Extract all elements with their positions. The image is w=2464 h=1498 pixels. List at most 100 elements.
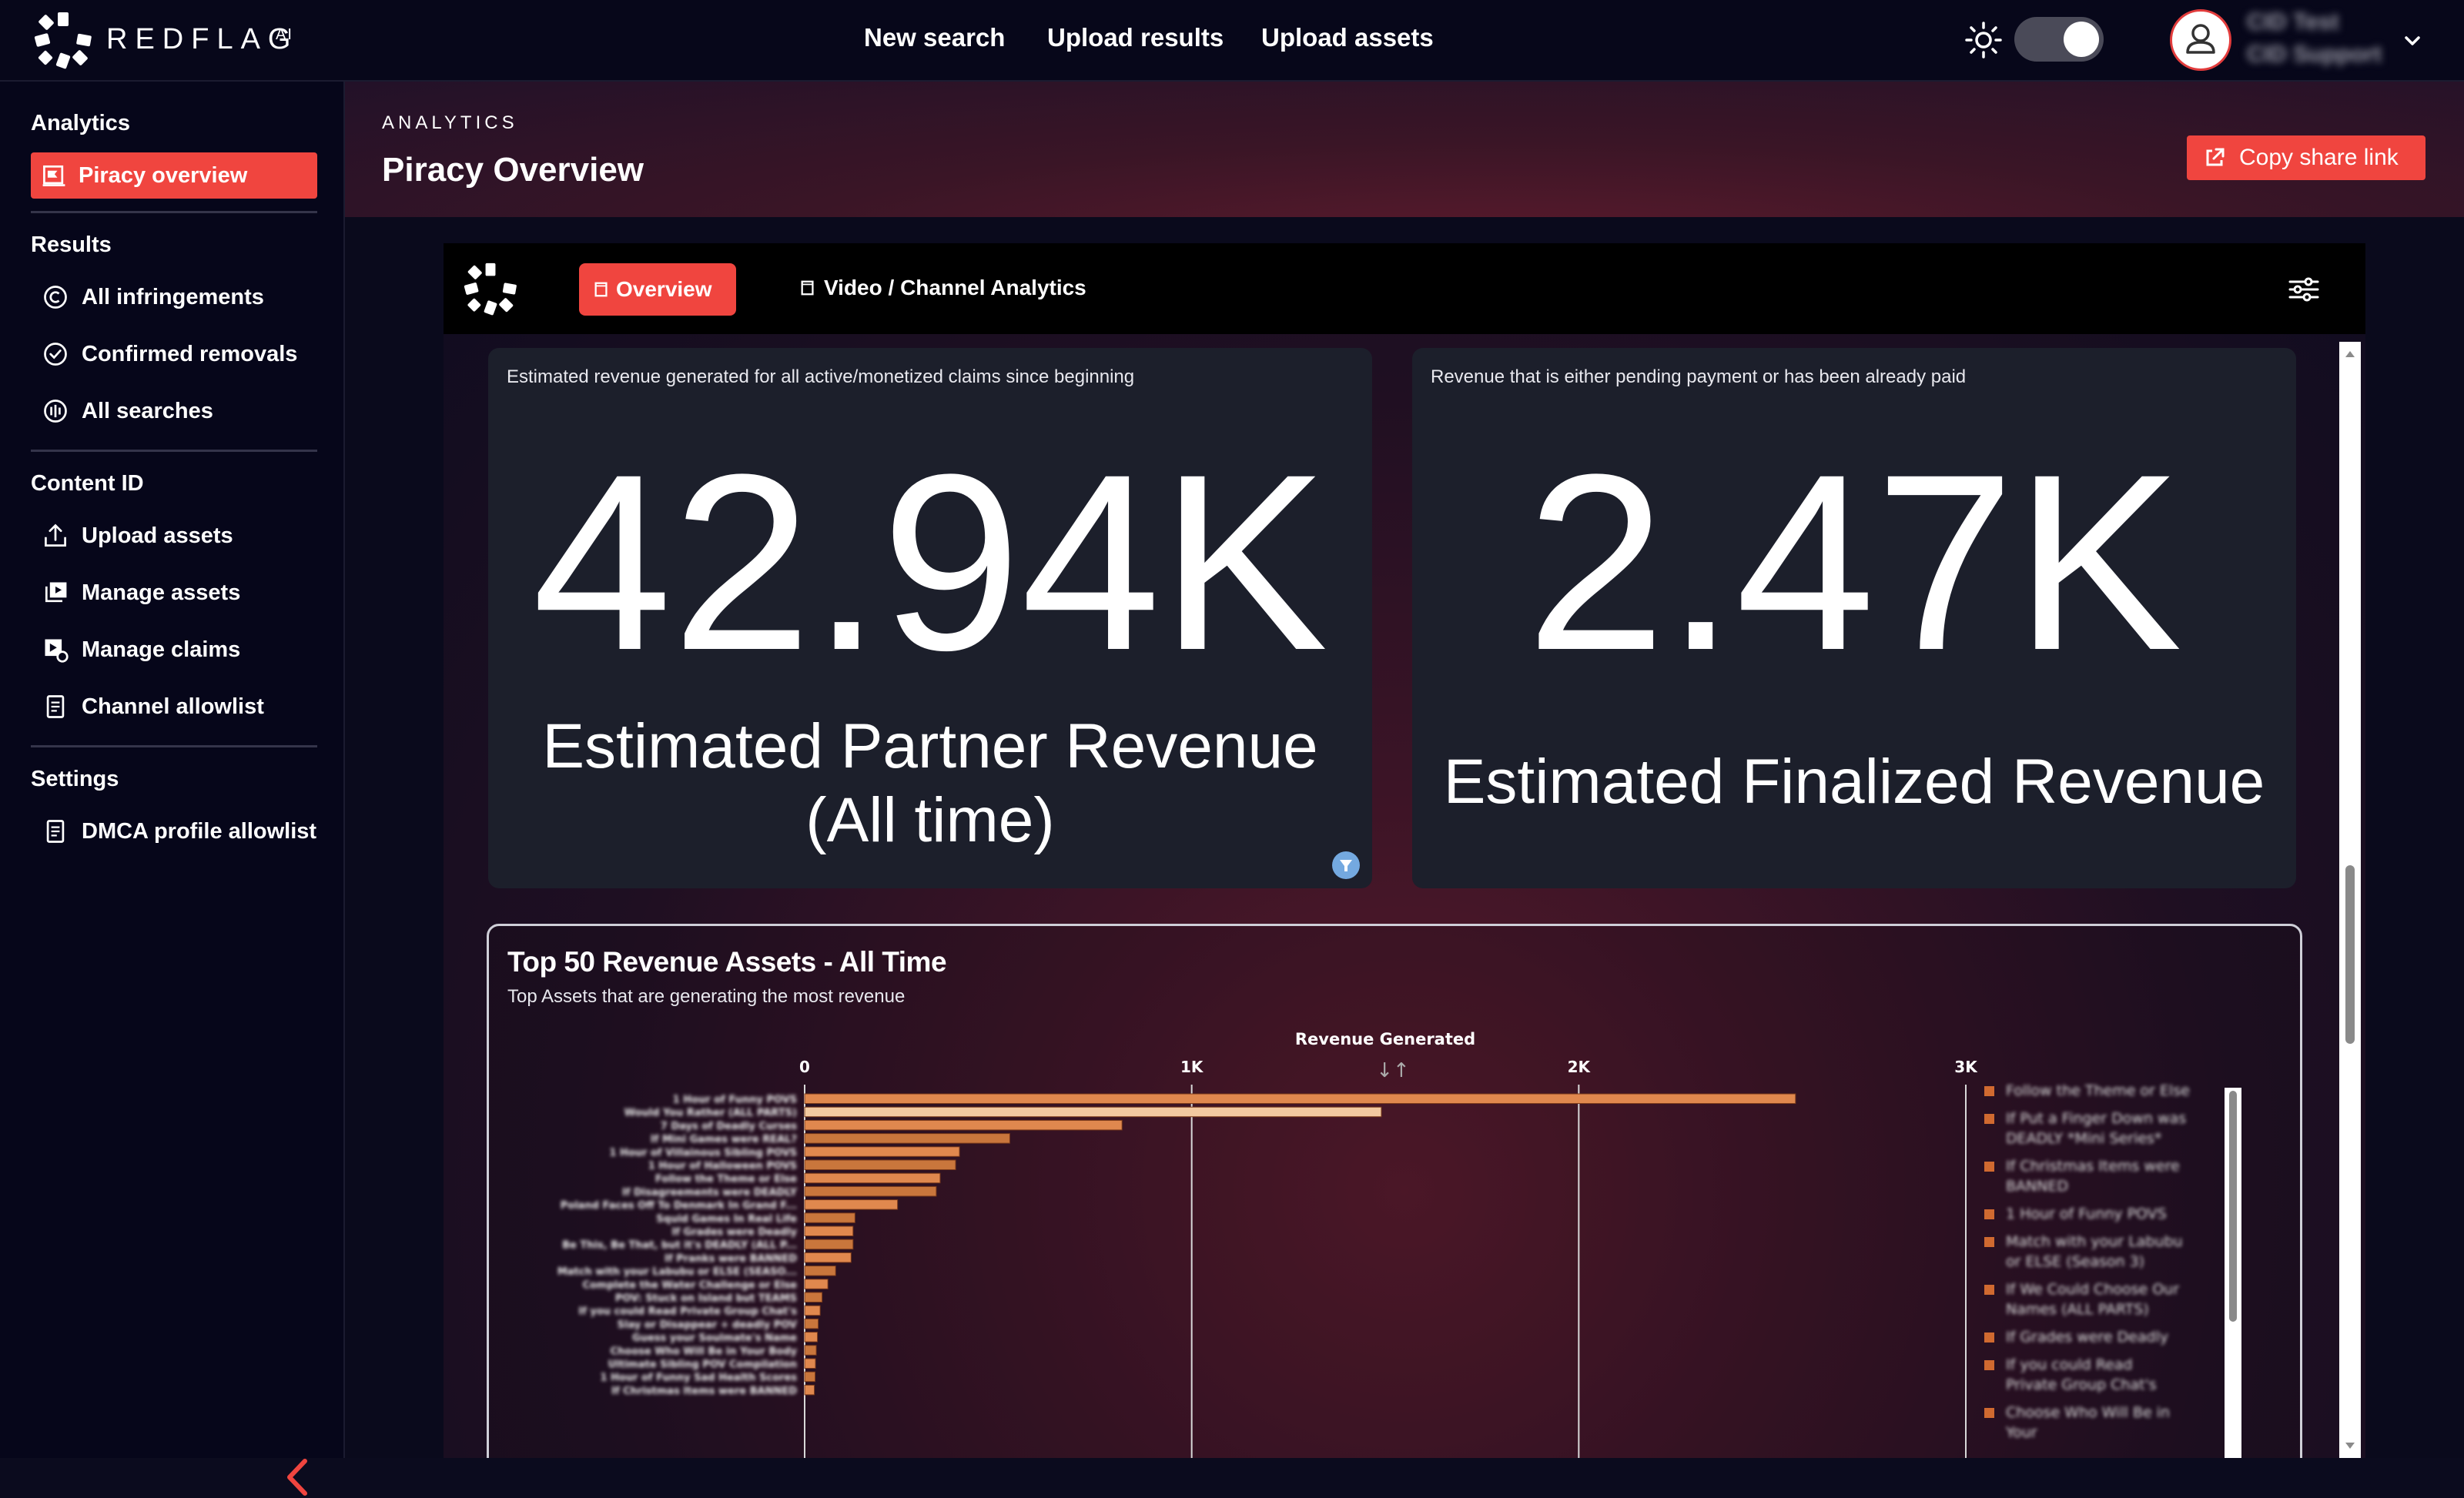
tab-overview[interactable]: Overview [579,263,736,316]
bar-category-label: Match with your Labubu or ELSE (SEASO... [557,1266,797,1278]
bar [804,1146,960,1157]
nav-new-search[interactable]: New search [864,23,1006,52]
claim-icon [40,634,71,665]
copy-share-link-button[interactable]: Copy share link [2187,135,2426,180]
sidebar-item-dmca-profile-allowlist[interactable]: DMCA profile allowlist [31,808,317,854]
sidebar-item-label: Piracy overview [79,162,248,188]
kpi-description: Estimated revenue generated for all acti… [507,366,1135,387]
legend-swatch [1984,1114,1994,1124]
legend-entry: Private Group Chat's [2006,1376,2157,1393]
bar [804,1358,816,1369]
sidebar-item-label: Manage assets [82,580,241,605]
legend-swatch [1984,1162,1994,1172]
top-revenue-assets-chart: Top 50 Revenue Assets - All Time Top Ass… [487,924,2302,1458]
page-icon [594,282,608,297]
scroll-down-icon[interactable] [2339,1436,2361,1455]
sidebar-item-label: Upload assets [82,523,233,548]
main-content: ANALYTICS Piracy Overview Copy share lin… [345,82,2464,1458]
bar-category-label: 1 Hour of Funny POVS [673,1095,797,1106]
filter-indicator-icon[interactable] [1332,851,1360,879]
legend-swatch [1984,1237,1994,1247]
x-tick-label: 0 [799,1058,810,1076]
bar-category-label: Guess your Soulmate's Name [632,1332,797,1344]
sidebar-item-upload-assets[interactable]: Upload assets [31,513,317,559]
bar [804,1384,815,1396]
sidebar-item-all-infringements[interactable]: All infringements [31,274,317,320]
sidebar-item-label: All searches [82,398,213,423]
user-org: CID Support [2247,42,2382,67]
legend-entry: If Put a Finger Down was [2006,1110,2186,1127]
kpi-caption: Estimated Finalized Revenue [1443,747,2265,817]
redflag-logo-icon[interactable] [34,11,92,69]
legend-swatch [1984,1285,1994,1295]
page-header: ANALYTICS Piracy Overview Copy share lin… [345,82,2464,217]
sidebar-section-results: Results [31,232,112,257]
bar [804,1305,821,1316]
copy-share-link-label: Copy share link [2239,145,2399,170]
dashboard-scrollbar[interactable] [2339,342,2361,1458]
tab-video-channel-analytics-label: Video / Channel Analytics [824,276,1086,299]
filters-icon[interactable] [2287,274,2321,305]
sidebar-item-label: DMCA profile allowlist [82,818,317,844]
legend-entry: 1 Hour of Funny POVS [2006,1205,2167,1222]
x-axis-title: Revenue Generated [1295,1030,1475,1048]
bar-category-label: Be This, Be That, but it's DEADLY (ALL P… [562,1240,797,1252]
bar-category-label: Poland Faces Off To Denmark In Grand F..… [561,1200,797,1212]
legend-swatch [1984,1360,1994,1370]
bar-category-label: 1 Hour of Villainous Sibling POVS [609,1147,797,1159]
sort-icon: ↓↑ [1376,1059,1410,1082]
bar-category-label: Follow the Theme or Else [655,1174,797,1185]
bar [804,1199,899,1210]
bar-category-label: Complete the Water Challenge or Else [582,1279,797,1291]
sidebar-item-label: Manage claims [82,637,241,662]
sidebar-item-piracy-overview[interactable]: Piracy overview [31,152,317,199]
bar [804,1266,836,1276]
embedded-dashboard: Overview Video / Channel Analytics Esti [444,243,2365,1458]
theme-toggle[interactable] [2014,17,2104,62]
bar [804,1292,823,1302]
sidebar-divider [31,450,317,452]
kpi-caption: Estimated Partner Revenue [542,711,1318,781]
bar [804,1159,956,1170]
bar [804,1371,816,1383]
kpi-caption-line2: (All time) [805,785,1055,855]
kpi-value: 42.94K [532,423,1328,703]
tab-overview-label: Overview [616,277,712,301]
chevron-down-icon[interactable] [2401,29,2424,52]
media-stack-icon [40,577,71,608]
bar [804,1252,852,1263]
avatar[interactable] [2170,9,2231,71]
bar-category-label: Ultimate Sibling POV Compilation [608,1359,797,1371]
legend-entry: If Christmas Items were [2006,1158,2180,1175]
legend-entry: Match with your Labubu [2006,1233,2183,1250]
bar-category-label: Slay or Disappear + deadly POV [618,1319,797,1331]
bar-category-label: Squid Games In Real Life [656,1213,797,1225]
user-name: CID Test [2247,9,2339,35]
sidebar-item-channel-allowlist[interactable]: Channel allowlist [31,684,317,730]
sidebar-divider [31,211,317,213]
legend-swatch [1984,1209,1994,1219]
sidebar-item-all-searches[interactable]: All searches [31,388,317,434]
dashboard-toolbar: Overview Video / Channel Analytics [444,243,2365,334]
tab-video-channel-analytics[interactable]: Video / Channel Analytics [799,276,1086,300]
bar [804,1133,1010,1144]
bar [804,1185,937,1197]
sidebar-item-confirmed-removals[interactable]: Confirmed removals [31,331,317,377]
nav-upload-assets[interactable]: Upload assets [1261,23,1434,52]
bar-category-label: If Grades were Deadly [672,1227,798,1239]
sidebar-item-manage-assets[interactable]: Manage assets [31,570,317,616]
bar-category-label: If Christmas Items were BANNED [611,1386,797,1397]
bar [804,1172,941,1184]
kpi-card-partner-revenue: Estimated revenue generated for all acti… [488,348,1372,888]
nav-upload-results[interactable]: Upload results [1047,23,1224,52]
bar [804,1345,817,1356]
legend-entry: If you could Read [2006,1356,2133,1373]
kpi-card-finalized-revenue: Revenue that is either pending payment o… [1412,348,2296,888]
scrollbar-thumb[interactable] [2345,865,2355,1044]
sidebar-item-manage-claims[interactable]: Manage claims [31,627,317,673]
redflag-logo-icon [464,262,517,316]
collapse-sidebar-icon[interactable] [279,1456,317,1498]
bar [804,1239,854,1250]
scroll-up-icon[interactable] [2339,345,2361,363]
scan-icon [40,396,71,426]
